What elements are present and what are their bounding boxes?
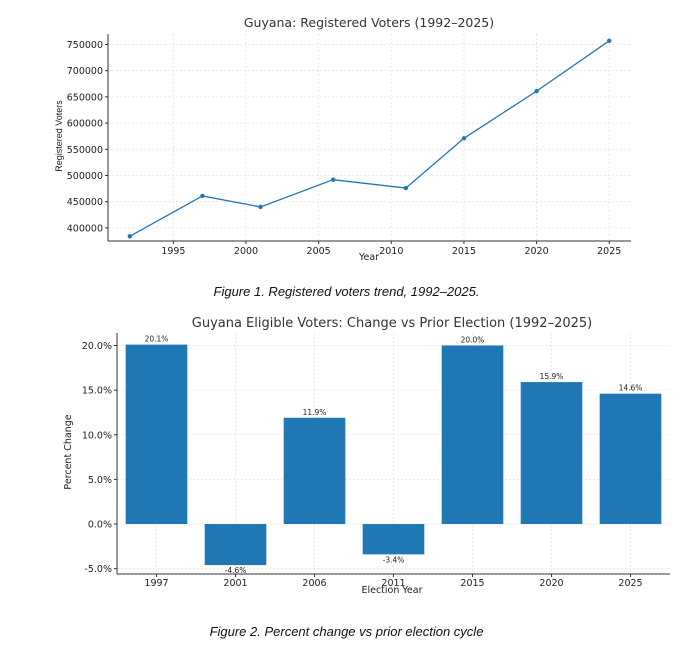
chart2-x-tick-label: 2011 [381,578,405,589]
chart2-bar-2015 [441,345,504,525]
chart1-data-point [461,136,467,141]
chart1-title: Guyana: Registered Voters (1992–2025) [244,15,494,30]
chart2-bar-2001 [204,524,267,566]
chart2-data-labels: 20.1% -4.6% 11.9% -3.4% 20.0% 15.9% 14.6% [145,335,643,575]
chart2-y-axis-label: Percent Change [63,414,74,489]
chart1-x-tick-label: 2025 [597,246,621,257]
chart2-data-label: -4.6% [225,566,247,575]
chart2-data-label: 14.6% [619,384,643,393]
chart2-bar-1997 [125,344,188,525]
chart1-gridlines [108,34,631,241]
chart2-bars [125,344,662,566]
chart2-data-label: 15.9% [540,372,564,381]
figure1-caption: Figure 1. Registered voters trend, 1992–… [213,284,480,299]
chart1-x-tick-label: 2010 [379,246,403,257]
chart1-series-line [129,40,610,237]
chart2-x-tick-label: 2006 [302,578,326,589]
chart1-x-tick-label: 1995 [161,246,185,257]
chart2-x-tick-label: 1997 [144,578,168,589]
chart2-x-ticks: 1997 2001 2006 2011 2015 2020 2025 [144,574,643,589]
chart1-x-tick-label: 2020 [524,246,548,257]
chart1-series [127,38,612,239]
chart2-data-label: 11.9% [303,408,327,417]
chart2-y-tick-label: -5.0% [84,564,112,575]
chart1-x-tick-label: 2015 [452,246,476,257]
chart1-data-point [607,38,612,44]
chart1-data-point [127,234,132,239]
chart1-data-point [200,193,205,199]
chart1-y-tick-label: 400000 [67,223,103,234]
chart1-y-tick-label: 700000 [67,66,103,77]
chart1-y-tick-label: 550000 [67,145,103,156]
chart2-data-label: 20.1% [145,335,169,344]
chart1-y-tick-label: 500000 [67,171,103,182]
chart2-x-axis-label: Election Year [361,585,422,596]
chart1-x-ticks: 1995 2000 2005 2010 2015 2020 2025 [161,241,621,257]
percent-change-bar-chart: Guyana Eligible Voters: Change vs Prior … [63,316,670,596]
chart2-title: Guyana Eligible Voters: Change vs Prior … [192,316,593,331]
chart1-data-point [258,204,263,210]
chart2-bar-2006 [283,417,346,525]
chart1-x-tick-label: 2005 [307,246,331,257]
chart2-x-tick-label: 2025 [618,578,642,589]
chart1-x-axis-label: Year [358,252,379,263]
chart1-y-axis-label: Registered Voters [54,100,64,172]
chart2-y-ticks: -5.0% 0.0% 5.0% 10.0% 15.0% 20.0% [82,341,117,575]
chart1-y-tick-label: 750000 [67,40,103,51]
chart1-data-point [403,185,409,191]
figure2-caption: Figure 2. Percent change vs prior electi… [209,624,484,639]
chart1-y-ticks: 400000 450000 500000 550000 600000 650000 7000… [67,40,108,234]
chart2-y-tick-label: 20.0% [82,341,112,352]
chart2-y-tick-label: 5.0% [88,475,112,486]
chart1-y-tick-label: 450000 [67,197,103,208]
chart1-y-tick-label: 650000 [67,92,103,103]
chart1-x-tick-label: 2000 [234,246,258,257]
chart2-data-label: 20.0% [461,335,485,344]
chart2-x-tick-label: 2015 [460,578,484,589]
chart2-x-tick-label: 2001 [223,578,247,589]
chart2-bar-2025 [599,393,662,525]
chart1-data-point [534,88,539,94]
chart2-y-tick-label: 0.0% [88,520,112,531]
registered-voters-line-chart: Guyana: Registered Voters (1992–2025) 19… [54,15,631,263]
chart2-x-tick-label: 2020 [539,578,563,589]
chart2-y-tick-label: 15.0% [82,386,112,397]
chart1-data-point [330,177,336,182]
chart2-y-tick-label: 10.0% [82,430,112,441]
chart1-y-tick-label: 600000 [67,119,103,130]
chart2-bar-2020 [520,382,583,525]
chart1-axes [107,34,631,242]
chart2-data-label: -3.4% [383,555,405,564]
chart2-bar-2011 [362,524,425,555]
